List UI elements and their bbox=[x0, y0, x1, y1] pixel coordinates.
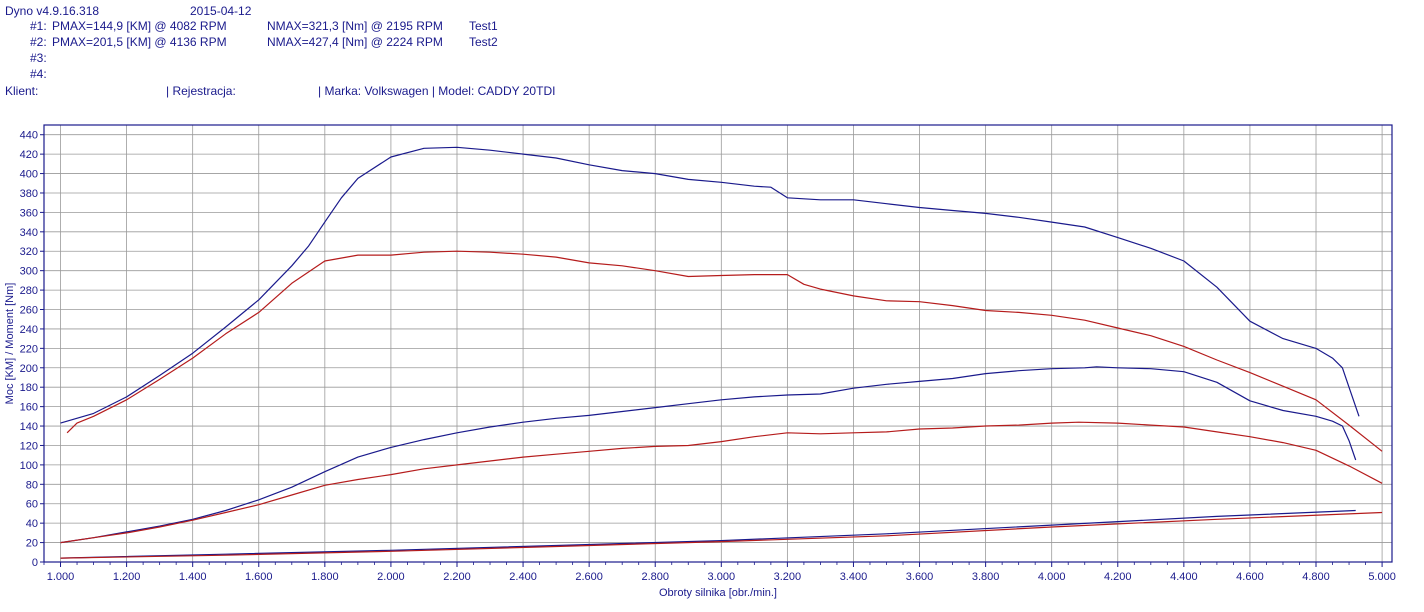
y-tick-label: 60 bbox=[26, 499, 38, 511]
series-line-5 bbox=[60, 509, 1356, 559]
x-tick-label: 1.600 bbox=[245, 571, 273, 583]
y-tick-label: 380 bbox=[20, 188, 38, 200]
y-tick-label: 100 bbox=[20, 460, 38, 472]
y-tick-label: 260 bbox=[20, 305, 38, 317]
run-id-2: #2: bbox=[30, 35, 47, 49]
x-tick-label: 1.200 bbox=[113, 571, 141, 583]
registration-label: | Rejestracja: bbox=[166, 84, 236, 98]
x-tick-label: 3.000 bbox=[708, 571, 736, 583]
y-tick-label: 160 bbox=[20, 402, 38, 414]
y-tick-label: 120 bbox=[20, 440, 38, 452]
x-tick-label: 4.600 bbox=[1236, 571, 1264, 583]
x-tick-label: 4.800 bbox=[1302, 571, 1330, 583]
x-tick-label: 4.200 bbox=[1104, 571, 1132, 583]
test-date: 2015-04-12 bbox=[190, 4, 252, 18]
x-tick-label: 3.200 bbox=[774, 571, 802, 583]
y-tick-label: 180 bbox=[20, 382, 38, 394]
y-tick-label: 280 bbox=[20, 285, 38, 297]
x-tick-label: 4.400 bbox=[1170, 571, 1198, 583]
series-line-2 bbox=[66, 250, 1383, 452]
y-tick-label: 420 bbox=[20, 149, 38, 161]
series-line-3 bbox=[60, 366, 1357, 544]
y-tick-label: 320 bbox=[20, 246, 38, 258]
y-tick-label: 400 bbox=[20, 169, 38, 181]
run-nmax-1: NMAX=321,3 [Nm] @ 2195 RPM bbox=[267, 19, 443, 33]
x-tick-label: 3.600 bbox=[906, 571, 934, 583]
grid bbox=[44, 125, 1392, 563]
x-tick-label: 4.000 bbox=[1038, 571, 1066, 583]
series-line-6 bbox=[60, 511, 1383, 559]
axis-ticks: 0 20 40 60 80 100 120 140 160 180 200 220 240 260 280 3… bbox=[20, 130, 1396, 583]
run-name-2: Test2 bbox=[469, 35, 498, 49]
x-tick-label: 2.800 bbox=[641, 571, 669, 583]
x-tick-label: 1.800 bbox=[311, 571, 339, 583]
y-tick-label: 40 bbox=[26, 518, 38, 530]
client-label: Klient: bbox=[5, 84, 39, 98]
run-nmax-2: NMAX=427,4 [Nm] @ 2224 RPM bbox=[267, 35, 443, 49]
y-tick-label: 80 bbox=[26, 479, 38, 491]
y-tick-label: 300 bbox=[20, 266, 38, 278]
y-tick-label: 440 bbox=[20, 130, 38, 142]
x-tick-label: 5.000 bbox=[1368, 571, 1396, 583]
y-tick-label: 360 bbox=[20, 207, 38, 219]
series-layer bbox=[60, 146, 1383, 559]
y-tick-label: 20 bbox=[26, 538, 38, 550]
run-pmax-2: PMAX=201,5 [KM] @ 4136 RPM bbox=[52, 35, 227, 49]
run-id-4: #4: bbox=[30, 67, 47, 81]
run-name-1: Test1 bbox=[469, 19, 498, 33]
x-tick-label: 2.600 bbox=[575, 571, 603, 583]
y-tick-label: 140 bbox=[20, 421, 38, 433]
x-tick-label: 3.800 bbox=[972, 571, 1000, 583]
x-axis-title: Obroty silnika [obr./min.] bbox=[659, 587, 777, 599]
y-tick-label: 0 bbox=[32, 557, 38, 569]
app-version: Dyno v4.9.16.318 bbox=[5, 4, 100, 18]
y-tick-label: 240 bbox=[20, 324, 38, 336]
run-id-3: #3: bbox=[30, 51, 47, 65]
x-tick-label: 3.400 bbox=[840, 571, 868, 583]
y-tick-label: 220 bbox=[20, 343, 38, 355]
y-axis-title: Moc [KM] / Moment [Nm] bbox=[4, 283, 16, 405]
series-line-1 bbox=[60, 146, 1360, 424]
x-tick-label: 2.000 bbox=[377, 571, 405, 583]
x-tick-label: 1.000 bbox=[47, 571, 75, 583]
x-tick-label: 2.400 bbox=[509, 571, 537, 583]
series-line-4 bbox=[60, 421, 1383, 544]
y-tick-label: 340 bbox=[20, 227, 38, 239]
vehicle-info: | Marka: Volkswagen | Model: CADDY 20TDI bbox=[318, 84, 556, 98]
y-tick-label: 200 bbox=[20, 363, 38, 375]
x-tick-label: 2.200 bbox=[443, 571, 471, 583]
x-tick-label: 1.400 bbox=[179, 571, 207, 583]
run-pmax-1: PMAX=144,9 [KM] @ 4082 RPM bbox=[52, 19, 227, 33]
plot-frame bbox=[43, 124, 1393, 563]
run-id-1: #1: bbox=[30, 19, 47, 33]
